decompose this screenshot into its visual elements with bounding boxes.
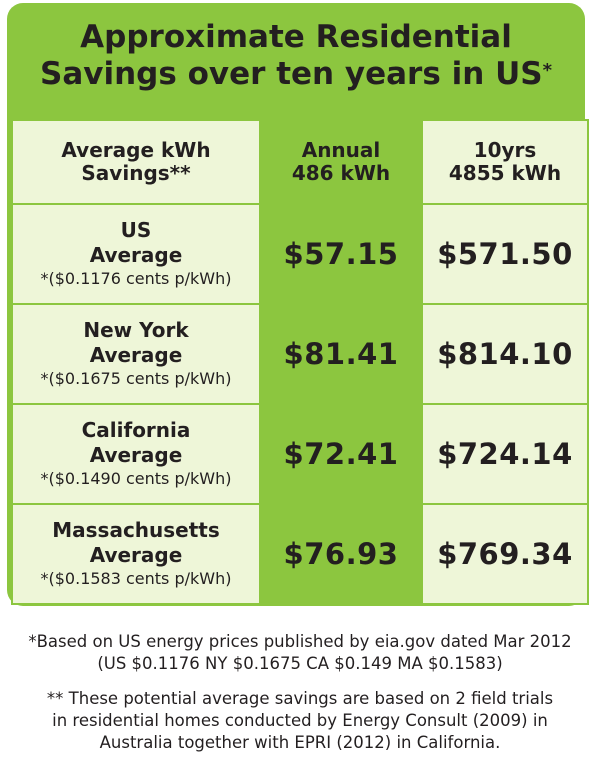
header-ten-years-line-1: 10yrs bbox=[473, 138, 537, 162]
row-label-cell: US Average *($0.1176 cents p/kWh) bbox=[11, 203, 261, 305]
row-rate: *($0.1583 cents p/kWh) bbox=[40, 569, 232, 588]
row-name-line-1: Massachusetts bbox=[52, 518, 220, 542]
row-name-line-1: New York bbox=[83, 318, 189, 342]
row-name-line-2: Average bbox=[89, 243, 183, 267]
table-row-us: US Average *($0.1176 cents p/kWh) $57.15… bbox=[11, 203, 589, 305]
row-rate: *($0.1490 cents p/kWh) bbox=[40, 469, 232, 488]
table-row-california: California Average *($0.1490 cents p/kWh… bbox=[11, 403, 589, 505]
annual-savings-cell: $76.93 bbox=[259, 503, 423, 605]
header-ten-years-cell: 10yrs 4855 kWh bbox=[421, 119, 589, 205]
annual-savings-value: $57.15 bbox=[283, 237, 399, 271]
annual-savings-cell: $72.41 bbox=[259, 403, 423, 505]
savings-table: Average kWh Savings** Annual 486 kWh 10y… bbox=[11, 119, 589, 605]
footnote-trials-line-1: ** These potential average savings are b… bbox=[46, 689, 554, 708]
row-rate: *($0.1675 cents p/kWh) bbox=[40, 369, 232, 388]
row-label-cell: New York Average *($0.1675 cents p/kWh) bbox=[11, 303, 261, 405]
footnote-trials-line-2: in residential homes conducted by Energy… bbox=[52, 711, 548, 730]
header-label-line-1: Average kWh bbox=[61, 138, 211, 162]
footnote-prices: *Based on US energy prices published by … bbox=[0, 631, 600, 675]
footnote-trials: ** These potential average savings are b… bbox=[0, 688, 600, 754]
card-title: Approximate Residential Savings over ten… bbox=[7, 19, 585, 93]
header-annual-line-2: 486 kWh bbox=[291, 161, 391, 185]
ten-year-savings-cell: $724.14 bbox=[421, 403, 589, 505]
footnote-prices-line-1: *Based on US energy prices published by … bbox=[28, 632, 572, 651]
row-name-line-2: Average bbox=[89, 443, 183, 467]
annual-savings-value: $81.41 bbox=[283, 337, 399, 371]
ten-year-savings-value: $769.34 bbox=[437, 537, 573, 571]
ten-year-savings-cell: $571.50 bbox=[421, 203, 589, 305]
annual-savings-value: $76.93 bbox=[283, 537, 399, 571]
header-ten-years-line-2: 4855 kWh bbox=[448, 161, 562, 185]
row-label-cell: California Average *($0.1490 cents p/kWh… bbox=[11, 403, 261, 505]
row-label-cell: Massachusetts Average *($0.1583 cents p/… bbox=[11, 503, 261, 605]
table-row-massachusetts: Massachusetts Average *($0.1583 cents p/… bbox=[11, 503, 589, 605]
header-annual-line-1: Annual bbox=[301, 138, 381, 162]
title-line-1: Approximate Residential bbox=[80, 19, 512, 55]
ten-year-savings-cell: $814.10 bbox=[421, 303, 589, 405]
row-rate: *($0.1176 cents p/kWh) bbox=[40, 269, 232, 288]
ten-year-savings-value: $814.10 bbox=[437, 337, 573, 371]
header-label-cell: Average kWh Savings** bbox=[11, 119, 261, 205]
table-row-new-york: New York Average *($0.1675 cents p/kWh) … bbox=[11, 303, 589, 405]
footnote-trials-line-3: Australia together with EPRI (2012) in C… bbox=[99, 733, 501, 752]
ten-year-savings-value: $571.50 bbox=[437, 237, 573, 271]
ten-year-savings-cell: $769.34 bbox=[421, 503, 589, 605]
annual-savings-cell: $57.15 bbox=[259, 203, 423, 305]
title-line-2: Savings over ten years in US* bbox=[7, 56, 585, 93]
row-name-line-2: Average bbox=[89, 343, 183, 367]
title-line-2-text: Savings over ten years in US bbox=[40, 56, 543, 92]
header-annual-cell: Annual 486 kWh bbox=[259, 119, 423, 205]
row-name-line-1: California bbox=[81, 418, 191, 442]
table-header-row: Average kWh Savings** Annual 486 kWh 10y… bbox=[11, 119, 589, 205]
title-footnote-marker: * bbox=[542, 60, 552, 81]
row-name-line-1: US bbox=[120, 218, 152, 242]
annual-savings-value: $72.41 bbox=[283, 437, 399, 471]
row-name-line-2: Average bbox=[89, 543, 183, 567]
footnote-prices-line-2: (US $0.1176 NY $0.1675 CA $0.149 MA $0.1… bbox=[97, 654, 503, 673]
annual-savings-cell: $81.41 bbox=[259, 303, 423, 405]
ten-year-savings-value: $724.14 bbox=[437, 437, 573, 471]
savings-card: Approximate Residential Savings over ten… bbox=[7, 3, 589, 606]
header-label-line-2: Savings** bbox=[81, 161, 191, 185]
